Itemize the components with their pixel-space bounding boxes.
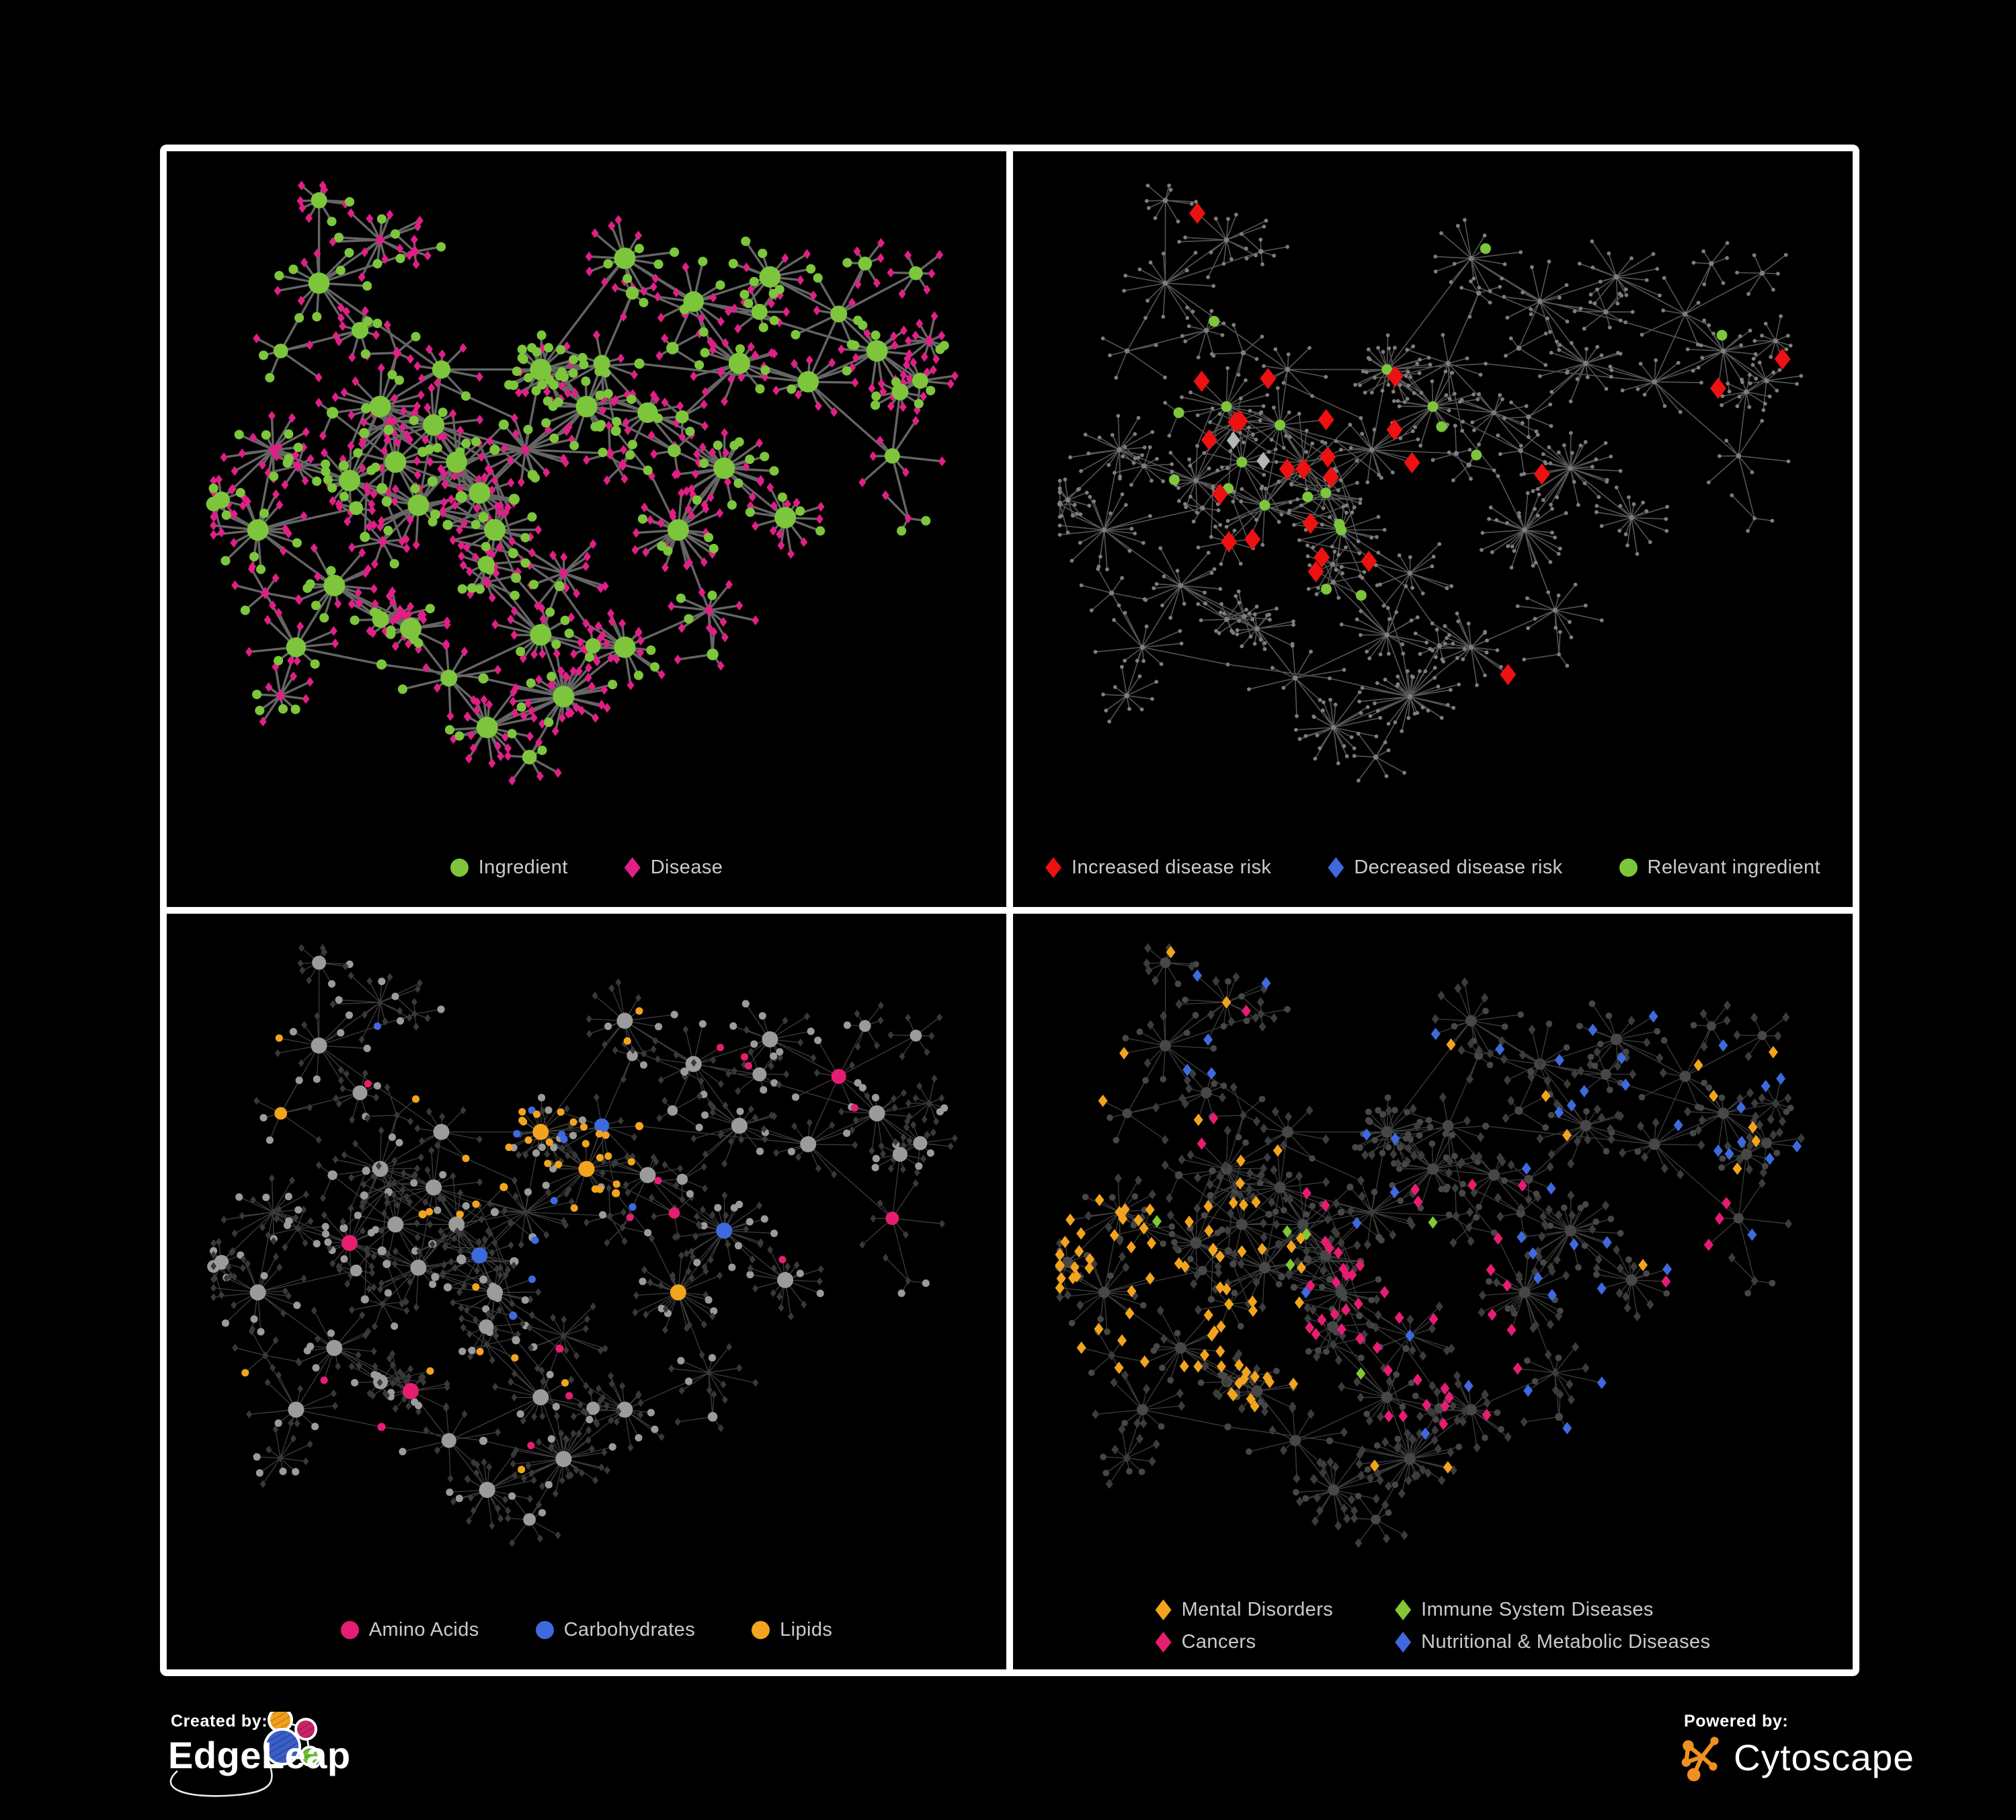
circle-marker bbox=[340, 1621, 359, 1639]
diamond-marker bbox=[1045, 857, 1061, 878]
legend-label: Amino Acids bbox=[368, 1619, 479, 1640]
edgeleap-logo-graphic bbox=[169, 1712, 321, 1797]
disease-risk-graph bbox=[1057, 184, 1804, 783]
legend-item-increased-disease-risk: Increased disease risk bbox=[1045, 857, 1271, 879]
nutrient-class-graph bbox=[207, 944, 958, 1547]
legend-label: Relevant ingredient bbox=[1647, 857, 1821, 878]
edgeleap-blue-node bbox=[264, 1728, 301, 1766]
edgeleap-logo-text: EdgeLeap bbox=[168, 1734, 351, 1776]
legend-label: Mental Disorders bbox=[1181, 1599, 1334, 1620]
cytoscape-glyph-nodes bbox=[1681, 1737, 1719, 1782]
legend-item-cancers: Cancers bbox=[1155, 1631, 1334, 1653]
legend-item-mental-disorders: Mental Disorders bbox=[1155, 1599, 1334, 1621]
edgeleap-network-nodes bbox=[264, 1712, 321, 1767]
created-by-block: Created by: EdgeLeap bbox=[168, 1712, 450, 1813]
legend-item-carbohydrates: Carbohydrates bbox=[535, 1619, 696, 1641]
ingredient-disease-graph bbox=[206, 180, 959, 786]
legend-item-immune-system-diseases: Immune System Diseases bbox=[1395, 1599, 1710, 1621]
panel-grid: Ingredient Disease Increased disease risk… bbox=[160, 145, 1859, 1676]
cytoscape-logo-graphic bbox=[1681, 1737, 1719, 1782]
circle-marker bbox=[535, 1621, 554, 1639]
legend-label: Decreased disease risk bbox=[1354, 857, 1563, 878]
graph-edges bbox=[212, 947, 955, 1544]
legend-label: Cancers bbox=[1181, 1631, 1256, 1653]
circle-marker bbox=[1619, 859, 1638, 877]
panel-disease-classes: Mental Disorders Immune System Diseases Ca… bbox=[1013, 914, 1853, 1669]
diamond-marker bbox=[1395, 1599, 1412, 1620]
graph-edges bbox=[1059, 947, 1802, 1544]
graph-edges bbox=[1059, 185, 1802, 781]
legend-label: Immune System Diseases bbox=[1421, 1599, 1654, 1620]
diamond-marker bbox=[1155, 1599, 1172, 1620]
legend-item-ingredient: Ingredient bbox=[450, 857, 568, 879]
edgeleap-green-node bbox=[299, 1745, 321, 1767]
legend-nutrient-classes: Amino Acids Carbohydrates Lipids bbox=[167, 1619, 1006, 1641]
legend-item-decreased-disease-risk: Decreased disease risk bbox=[1328, 857, 1562, 879]
cytoscape-logo-text: Cytoscape bbox=[1734, 1737, 1914, 1778]
edgeleap-magenta-node bbox=[294, 1718, 317, 1741]
legend-item-amino-acids: Amino Acids bbox=[340, 1619, 479, 1641]
legend-item-disease: Disease bbox=[624, 857, 723, 879]
powered-by-block: Powered by: bbox=[1679, 1712, 1914, 1813]
circle-marker bbox=[450, 859, 469, 877]
panel-ingredient-disease: Ingredient Disease bbox=[167, 151, 1006, 907]
legend-label: Carbohydrates bbox=[563, 1619, 696, 1640]
legend-disease-classes: Mental Disorders Immune System Diseases Ca… bbox=[1155, 1599, 1711, 1653]
legend-disease-risk: Increased disease risk Decreased disease … bbox=[1013, 857, 1853, 879]
legend-label: Nutritional & Metabolic Diseases bbox=[1421, 1631, 1711, 1653]
legend-ingredient-disease: Ingredient Disease bbox=[167, 857, 1006, 879]
legend-label: Increased disease risk bbox=[1071, 857, 1272, 878]
panel-disease-risk: Increased disease risk Decreased disease … bbox=[1013, 151, 1853, 907]
diamond-marker bbox=[1328, 857, 1344, 878]
disease-class-graph bbox=[1055, 943, 1805, 1548]
legend-item-relevant-ingredient: Relevant ingredient bbox=[1619, 857, 1820, 879]
legend-item-lipids: Lipids bbox=[752, 1619, 832, 1641]
diamond-marker bbox=[624, 857, 641, 878]
panel-nutrient-classes: Amino Acids Carbohydrates Lipids bbox=[167, 914, 1006, 1669]
circle-marker bbox=[752, 1621, 770, 1639]
diamond-marker bbox=[1395, 1632, 1412, 1653]
legend-label: Disease bbox=[650, 857, 723, 878]
edgeleap-swoosh bbox=[169, 1761, 273, 1797]
legend-label: Ingredient bbox=[478, 857, 568, 878]
legend-label: Lipids bbox=[780, 1619, 833, 1640]
legend-item-nutritional-metabolic-diseases: Nutritional & Metabolic Diseases bbox=[1395, 1631, 1710, 1653]
created-by-label: Created by: bbox=[171, 1712, 268, 1731]
diamond-marker bbox=[1155, 1632, 1172, 1653]
powered-by-label: Powered by: bbox=[1684, 1712, 1789, 1731]
